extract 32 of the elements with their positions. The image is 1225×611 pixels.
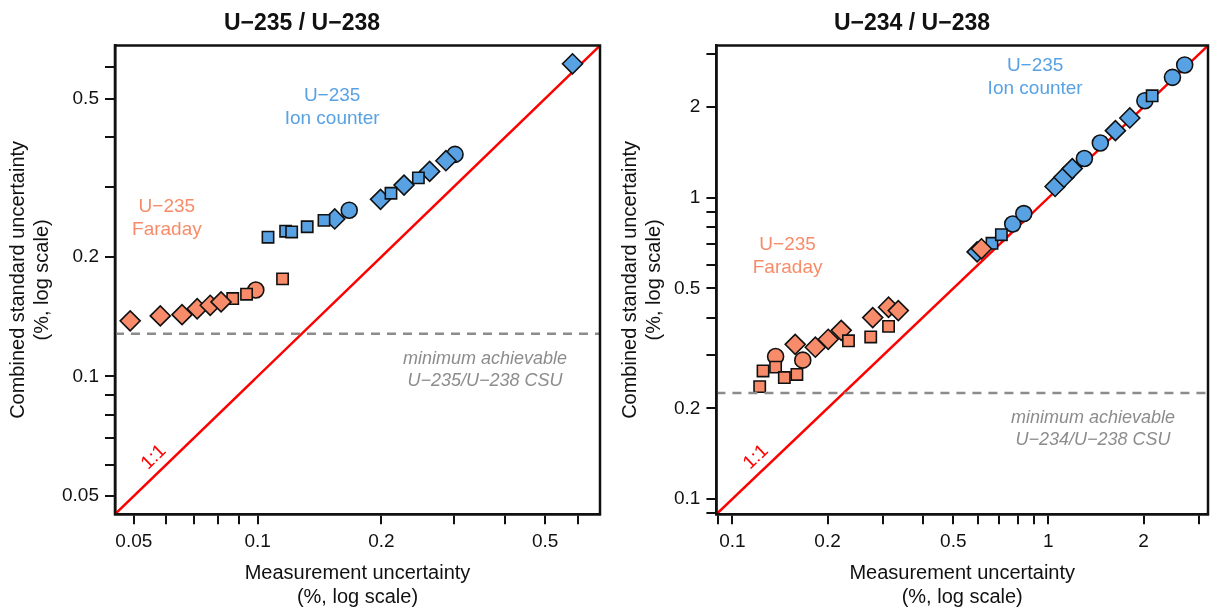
x-tick-label: 0.5 — [531, 529, 559, 551]
y-tick-label: 0.2 — [72, 245, 99, 267]
chart-title: U−234 / U−238 — [833, 9, 991, 36]
text: U−235 Faraday — [752, 233, 823, 278]
ref-line-label: minimum achievable U−235/U−238 CSU — [402, 347, 568, 390]
text: 1:1 — [136, 439, 170, 474]
x-tick-label: 0.1 — [719, 529, 746, 551]
y-tick-label: 0.2 — [673, 396, 701, 418]
ref-line-label: minimum achievable U−234/U−238 CSU — [1010, 406, 1176, 449]
y-tick-label: 0.05 — [62, 484, 99, 506]
x-tick-label: 0.1 — [244, 529, 271, 551]
y-tick-label: 2 — [689, 95, 701, 117]
x-tick-label: 0.2 — [814, 529, 841, 551]
y-tick-label: 0.1 — [673, 487, 701, 509]
y-tick-label: 0.5 — [72, 86, 99, 108]
y-tick-label: 1 — [689, 185, 701, 207]
y-tick-label: 0.1 — [72, 364, 99, 386]
chart-title: U−235 / U−238 — [223, 9, 381, 36]
y-axis-title: Combined standard uncertainty (%, log scale) — [5, 140, 52, 419]
y-axis-title: Combined standard uncertainty (%, log scale) — [617, 140, 664, 419]
x-axis-title: Measurement uncertainty (%, log scale) — [244, 560, 471, 607]
text: U−235 Ion counter — [284, 83, 381, 128]
x-tick-label: 0.2 — [368, 529, 395, 551]
x-axis-title: Measurement uncertainty (%, log scale) — [849, 560, 1076, 607]
x-tick-label: 0.5 — [940, 529, 967, 551]
x-tick-label: 1 — [1043, 529, 1054, 551]
x-tick-label: 0.05 — [115, 529, 153, 551]
y-tick-label: 0.5 — [673, 276, 701, 298]
x-tick-label: 2 — [1138, 529, 1149, 551]
text: U−235 Faraday — [132, 194, 203, 239]
text: U−235 Ion counter — [987, 53, 1084, 98]
text: 1:1 — [738, 439, 772, 474]
